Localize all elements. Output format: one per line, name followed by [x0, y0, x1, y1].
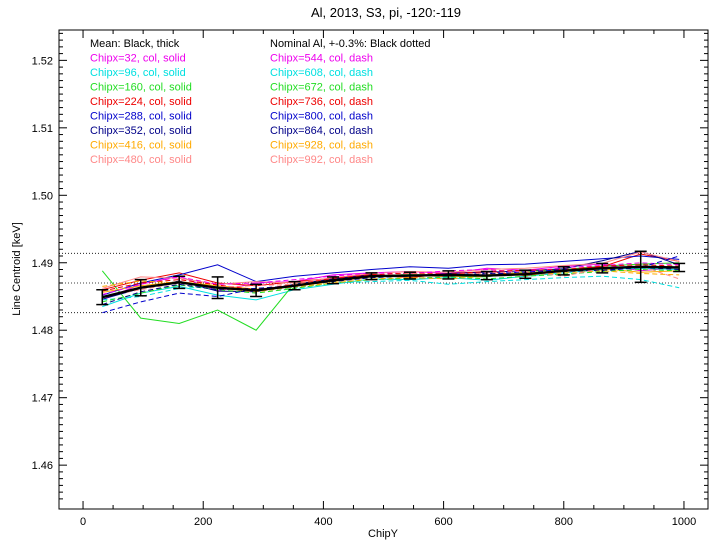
legend: Mean: Black, thick Nominal Al, +-0.3%: Bl… [90, 38, 431, 166]
y-axis: 1.46 1.47 1.48 1.49 1.50 1.51 1.52 [32, 32, 708, 500]
series-lines [101, 250, 680, 331]
legend-mean: Mean: Black, thick [90, 38, 180, 50]
legend-entry-1: Chipx=96, col, solid [90, 67, 186, 79]
x-tick-label: 600 [434, 516, 452, 528]
legend-entry-14: Chipx=928, col, dash [270, 140, 373, 152]
y-tick-label: 1.47 [32, 393, 53, 405]
y-tick-label: 1.52 [32, 55, 53, 67]
legend-entry-0: Chipx=32, col, solid [90, 53, 186, 65]
y-tick-label: 1.48 [32, 325, 53, 337]
legend-entry-9: Chipx=608, col, dash [270, 67, 373, 79]
y-tick-label: 1.50 [32, 190, 53, 202]
legend-entry-7: Chipx=480, col, solid [90, 154, 192, 166]
legend-entry-10: Chipx=672, col, dash [270, 82, 373, 94]
y-tick-label: 1.46 [32, 460, 53, 472]
x-axis: 0 200 400 600 800 1000 [80, 30, 696, 528]
legend-entry-6: Chipx=416, col, solid [90, 140, 192, 152]
legend-nominal: Nominal Al, +-0.3%: Black dotted [270, 38, 431, 50]
x-tick-label: 800 [555, 516, 573, 528]
legend-entry-15: Chipx=992, col, dash [270, 154, 373, 166]
x-tick-label: 400 [314, 516, 332, 528]
nominal-lines [59, 252, 708, 314]
x-axis-label: ChipY [368, 528, 399, 540]
legend-entry-12: Chipx=800, col, dash [270, 111, 373, 123]
y-tick-label: 1.51 [32, 123, 53, 135]
mean-series [96, 250, 686, 306]
legend-entry-8: Chipx=544, col, dash [270, 53, 373, 65]
legend-entry-13: Chipx=864, col, dash [270, 125, 373, 137]
legend-entry-11: Chipx=736, col, dash [270, 96, 373, 108]
chart-title: Al, 2013, S3, pi, -120:-119 [311, 5, 461, 20]
legend-entry-3: Chipx=224, col, solid [90, 96, 192, 108]
series-line-7 [102, 251, 680, 289]
x-tick-label: 0 [80, 516, 86, 528]
series-line-4 [102, 255, 680, 296]
series-line-8 [102, 262, 680, 295]
y-tick-label: 1.49 [32, 258, 53, 270]
legend-entry-5: Chipx=352, col, solid [90, 125, 192, 137]
legend-entry-2: Chipx=160, col, solid [90, 82, 192, 94]
mean-line [102, 265, 680, 299]
legend-entry-4: Chipx=288, col, solid [90, 111, 192, 123]
x-tick-label: 1000 [672, 516, 696, 528]
x-tick-label: 200 [194, 516, 212, 528]
y-axis-label: Line Centroid [keV] [11, 222, 23, 316]
series-line-11 [102, 264, 680, 292]
